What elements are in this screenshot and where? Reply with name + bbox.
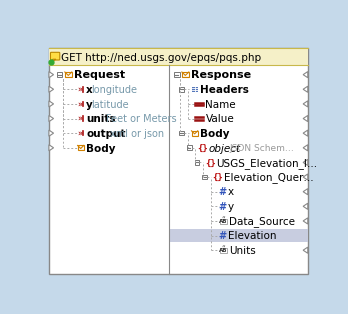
Polygon shape bbox=[303, 232, 308, 239]
Polygon shape bbox=[49, 116, 54, 122]
Polygon shape bbox=[49, 145, 54, 151]
Text: “: “ bbox=[221, 216, 225, 225]
FancyBboxPatch shape bbox=[49, 48, 308, 274]
Text: Response: Response bbox=[191, 70, 251, 80]
Text: Elevation: Elevation bbox=[228, 231, 276, 241]
FancyBboxPatch shape bbox=[187, 145, 191, 150]
Text: »: » bbox=[77, 85, 82, 95]
Text: {}: {} bbox=[205, 159, 215, 168]
Polygon shape bbox=[303, 145, 308, 151]
Polygon shape bbox=[303, 159, 308, 165]
Text: Name: Name bbox=[205, 100, 236, 110]
Polygon shape bbox=[303, 72, 308, 78]
Text: x: x bbox=[228, 187, 234, 198]
Polygon shape bbox=[303, 101, 308, 107]
Text: JSON Schem…: JSON Schem… bbox=[230, 144, 294, 153]
Polygon shape bbox=[303, 247, 308, 253]
Text: longitude: longitude bbox=[91, 85, 137, 95]
Text: AB: AB bbox=[220, 219, 228, 224]
Polygon shape bbox=[51, 59, 56, 62]
Text: GET http://ned.usgs.gov/epqs/pqs.php: GET http://ned.usgs.gov/epqs/pqs.php bbox=[61, 53, 261, 63]
Text: output: output bbox=[86, 129, 126, 139]
Polygon shape bbox=[303, 218, 308, 224]
Text: Headers: Headers bbox=[200, 85, 249, 95]
Text: Body: Body bbox=[200, 129, 230, 139]
Polygon shape bbox=[49, 101, 54, 107]
Text: {}: {} bbox=[197, 144, 208, 153]
Text: Elevation_Quer…: Elevation_Quer… bbox=[224, 172, 314, 183]
FancyBboxPatch shape bbox=[65, 72, 72, 77]
FancyBboxPatch shape bbox=[174, 72, 180, 77]
FancyBboxPatch shape bbox=[203, 175, 207, 179]
Text: y: y bbox=[86, 100, 93, 110]
FancyBboxPatch shape bbox=[49, 48, 308, 65]
Text: #: # bbox=[219, 231, 227, 241]
Text: USGS_Elevation_I…: USGS_Elevation_I… bbox=[216, 158, 318, 169]
Polygon shape bbox=[49, 72, 54, 78]
Text: Request: Request bbox=[74, 70, 125, 80]
Text: AB: AB bbox=[220, 248, 228, 253]
FancyBboxPatch shape bbox=[220, 219, 227, 224]
Text: x: x bbox=[86, 85, 93, 95]
Text: #: # bbox=[219, 202, 227, 212]
Text: y: y bbox=[228, 202, 234, 212]
FancyBboxPatch shape bbox=[191, 87, 198, 92]
Text: “: “ bbox=[221, 245, 225, 254]
Text: #: # bbox=[219, 187, 227, 198]
Polygon shape bbox=[303, 203, 308, 209]
FancyBboxPatch shape bbox=[182, 72, 189, 77]
Polygon shape bbox=[303, 86, 308, 92]
Text: »: » bbox=[77, 129, 82, 138]
Text: {}: {} bbox=[213, 173, 223, 182]
FancyBboxPatch shape bbox=[191, 131, 198, 136]
Text: units: units bbox=[86, 114, 116, 124]
Polygon shape bbox=[303, 174, 308, 180]
Text: xml or json: xml or json bbox=[110, 129, 164, 139]
Polygon shape bbox=[49, 86, 54, 92]
Text: Value: Value bbox=[205, 114, 234, 124]
Polygon shape bbox=[303, 130, 308, 136]
FancyBboxPatch shape bbox=[57, 72, 63, 77]
Text: »: » bbox=[77, 115, 82, 124]
Text: »: » bbox=[77, 100, 82, 109]
Text: Feet or Meters: Feet or Meters bbox=[106, 114, 177, 124]
Polygon shape bbox=[303, 189, 308, 195]
FancyBboxPatch shape bbox=[78, 145, 84, 150]
FancyBboxPatch shape bbox=[179, 87, 184, 92]
Text: Body: Body bbox=[86, 143, 116, 154]
Text: object: object bbox=[208, 143, 241, 154]
FancyBboxPatch shape bbox=[170, 230, 308, 242]
FancyBboxPatch shape bbox=[179, 131, 184, 135]
Text: latitude: latitude bbox=[91, 100, 128, 110]
Polygon shape bbox=[303, 116, 308, 122]
FancyBboxPatch shape bbox=[220, 248, 227, 253]
FancyBboxPatch shape bbox=[195, 160, 199, 165]
Polygon shape bbox=[49, 130, 54, 136]
Text: Data_Source: Data_Source bbox=[229, 216, 295, 227]
Text: Units: Units bbox=[229, 246, 255, 256]
FancyBboxPatch shape bbox=[50, 52, 60, 60]
